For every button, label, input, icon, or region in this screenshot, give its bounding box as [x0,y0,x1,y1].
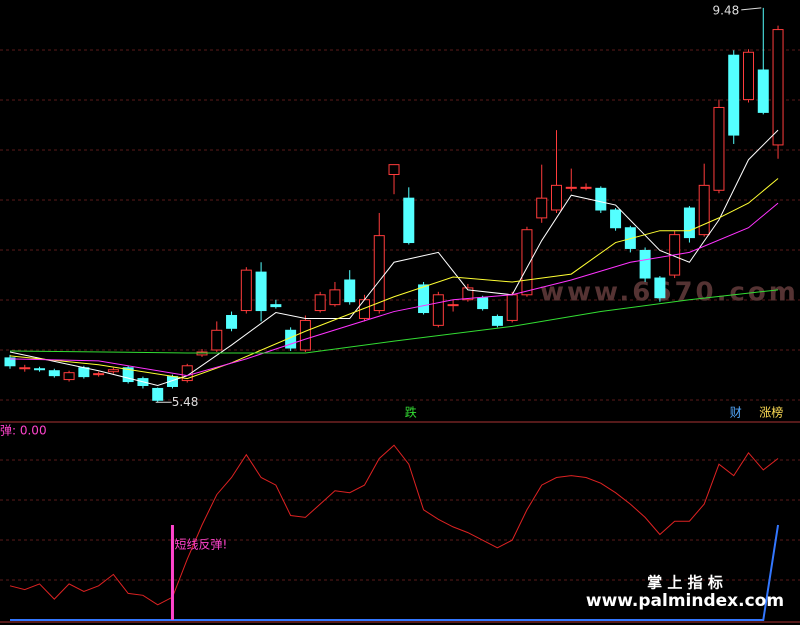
candle-body [432,294,444,326]
candle-body [713,106,725,191]
candle-body [595,187,607,211]
candle-body [580,186,592,189]
candle-body [226,314,238,329]
candle-body [107,369,119,373]
watermark: www.6670.com [540,278,799,308]
candle-body [48,370,60,377]
candle-body [698,184,710,236]
footer-url: www.palmindex.com [586,591,784,611]
candle-body [344,279,356,303]
candle-body [743,51,754,101]
candle-body [683,207,695,239]
candle-body [772,29,784,146]
footer-title: 掌 上 指 标 [647,574,723,592]
candle-body [299,319,311,351]
moving-average [9,129,779,387]
moving-average [9,289,779,354]
candle-body [521,229,533,296]
candle-body [550,184,562,211]
annotation-arrow [741,7,762,11]
indicator-title: 弹: 0.00 [0,424,47,438]
candle-body [610,209,622,229]
candle-body [462,287,474,301]
candle-body [270,304,282,308]
candle-body [314,294,326,312]
candle-body [388,164,400,176]
candle-body [152,387,164,401]
moving-average [9,178,779,380]
candle-body [34,368,46,371]
signal-label: 涨榜 [759,405,783,420]
candle-body [255,271,267,312]
signal-label: 财 [730,406,742,420]
candle-body [373,235,385,312]
candle-body [403,197,415,244]
candle-body [506,294,518,321]
candle-body [63,372,75,381]
candle-body [565,186,577,189]
moving-average [9,202,779,377]
candle-body [329,289,341,306]
candle-body [181,365,193,382]
candle-body [78,367,90,378]
candle-body [477,297,489,310]
indicator-line [9,444,779,606]
candle-body [639,249,651,279]
candle-body [491,315,503,326]
annotation-label: 9.48 [713,3,740,17]
candle-body [418,284,430,314]
indicator-line [10,524,780,621]
candle-body [211,329,223,351]
signal-label: 跌 [405,405,417,420]
candle-body [122,367,134,383]
candle-body [358,299,370,319]
candle-body [757,69,769,113]
candle-body [654,277,666,299]
candle-body [240,269,252,312]
candle-body [19,367,31,370]
candle-body [728,54,740,136]
annotation-label: 5.48 [172,395,199,409]
candle-body [4,357,16,367]
candle-body [93,373,105,376]
candle-body [536,197,548,219]
signal-text: 短线反弹! [174,538,227,552]
candle-body [285,329,297,349]
candle-body [447,304,459,307]
